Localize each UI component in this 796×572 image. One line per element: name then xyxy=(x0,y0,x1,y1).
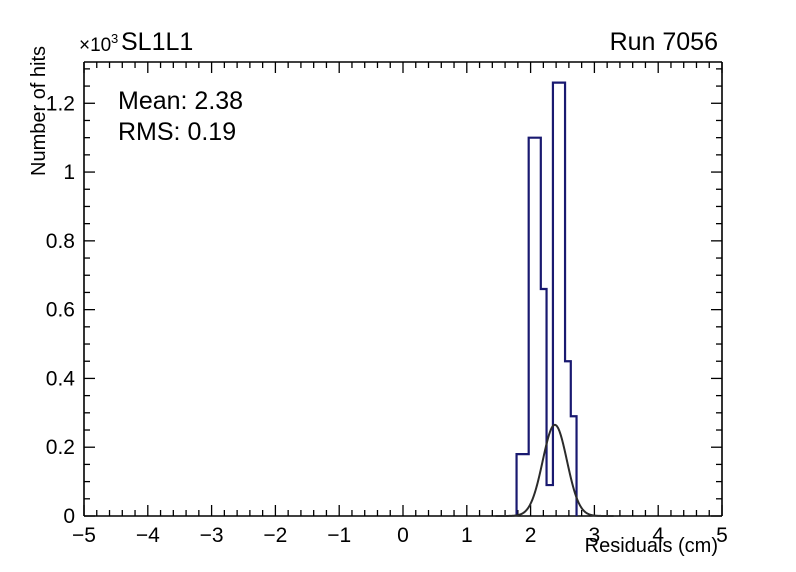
stat-mean: Mean: 2.38 xyxy=(118,87,243,115)
x-tick-label: −3 xyxy=(200,524,224,547)
run-label: Run 7056 xyxy=(610,28,718,56)
stats-annotation: Mean: 2.38 RMS: 0.19 xyxy=(118,87,243,146)
x-tick-label: −4 xyxy=(136,524,160,547)
y-tick-label: 1 xyxy=(63,161,75,184)
x-tick-label: 1 xyxy=(461,524,473,547)
y-axis-title: Number of hits xyxy=(28,46,50,176)
y-axis: 0 0.2 0.4 0.6 0.8 1 1.2 xyxy=(46,68,722,528)
y-tick-label: 0 xyxy=(63,505,75,528)
y-tick-label: 0.8 xyxy=(46,230,75,253)
x-tick-label: −1 xyxy=(327,524,351,547)
x-tick-label: 3 xyxy=(589,524,601,547)
exponent-prefix: ×10 xyxy=(79,35,111,56)
x-axis: −5 −4 −3 −2 −1 0 1 2 3 4 5 xyxy=(72,62,728,547)
exponent-power: 3 xyxy=(111,31,118,46)
x-axis-title: Residuals (cm) xyxy=(585,535,718,557)
x-tick-label: −2 xyxy=(263,524,287,547)
x-tick-label: 0 xyxy=(397,524,409,547)
y-tick-label: 0.6 xyxy=(46,299,75,322)
x-tick-label: 4 xyxy=(652,524,664,547)
gaussian-fit-curve xyxy=(495,423,614,517)
stat-rms: RMS: 0.19 xyxy=(118,118,236,146)
x-tick-label: 2 xyxy=(525,524,537,547)
y-axis-exponent-label: ×10 3 xyxy=(79,31,118,56)
y-tick-label: 0.4 xyxy=(46,367,76,390)
y-tick-label: 0.2 xyxy=(46,436,75,459)
x-tick-label: 5 xyxy=(716,524,728,547)
histogram-outline xyxy=(515,81,578,516)
y-tick-label: 1.2 xyxy=(46,92,75,115)
x-tick-label: −5 xyxy=(72,524,96,547)
page-title: SL1L1 xyxy=(121,28,193,56)
